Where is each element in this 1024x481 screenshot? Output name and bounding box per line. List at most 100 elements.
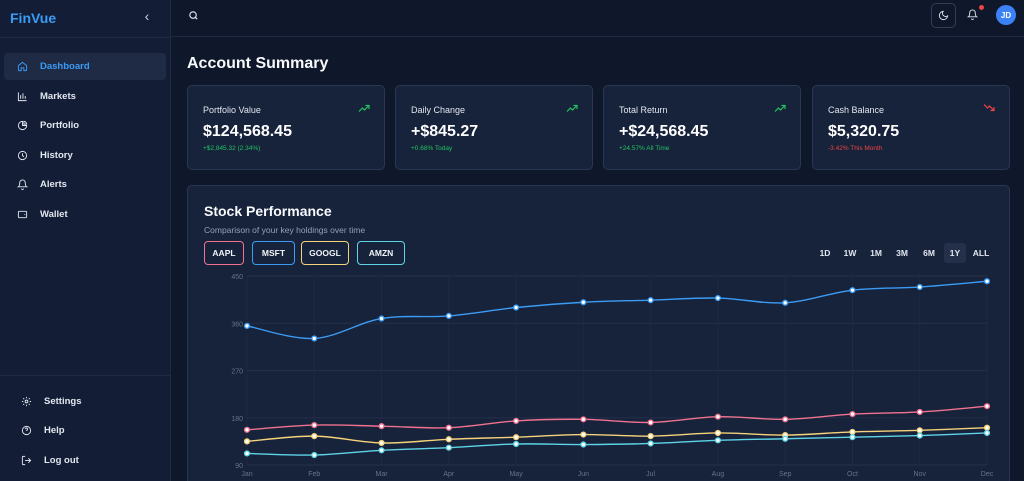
card-change: +0.68% Today — [411, 145, 453, 152]
data-point-msft — [243, 322, 251, 329]
range-button-1m[interactable]: 1M — [870, 248, 882, 258]
chart-title: Stock Performance — [204, 203, 332, 219]
data-point-aapl — [580, 416, 587, 423]
summary-card-cash-balance: Cash Balance $5,320.75 -3.42% This Month — [812, 85, 1010, 170]
summary-card-daily-change: Daily Change +$845.27 +0.68% Today — [395, 85, 593, 170]
data-point-amzn — [916, 432, 923, 439]
series-line-msft — [246, 280, 988, 340]
avatar[interactable]: JD — [996, 5, 1016, 25]
data-point-googl — [512, 434, 520, 441]
sidebar-item-history[interactable]: History — [4, 142, 166, 169]
trend-up-icon — [566, 104, 578, 112]
gear-icon — [18, 393, 34, 409]
ticker-toggle-msft[interactable]: MSFT — [252, 241, 295, 265]
search-icon — [189, 11, 198, 20]
data-point-aapl — [647, 419, 654, 426]
sidebar-item-label: Log out — [44, 454, 79, 466]
x-tick-label: Jul — [646, 471, 655, 478]
range-button-3m[interactable]: 3M — [896, 248, 908, 258]
notifications-button[interactable] — [966, 5, 984, 23]
topbar: JD — [171, 0, 1024, 37]
card-label: Daily Change — [411, 105, 466, 115]
sidebar-item-label: Portfolio — [40, 120, 80, 131]
data-point-aapl — [445, 424, 452, 431]
wallet-icon — [14, 206, 30, 222]
stock-performance-chart: 90 180 270 360 450 Jan Feb Mar Apr May Jun Jul Aug Se… — [231, 274, 994, 478]
sidebar-item-settings[interactable]: Settings — [12, 388, 162, 414]
data-point-msft — [983, 278, 991, 285]
sidebar-item-alerts[interactable]: Alerts — [4, 171, 166, 198]
x-tick-label: Feb — [308, 471, 320, 478]
data-point-aapl — [378, 423, 385, 430]
trend-up-icon — [358, 104, 370, 112]
range-button-1d[interactable]: 1D — [819, 248, 831, 258]
bell-icon — [966, 9, 979, 20]
data-point-googl — [311, 433, 318, 440]
card-label: Portfolio Value — [203, 105, 261, 115]
card-label: Cash Balance — [828, 105, 885, 115]
data-point-amzn — [243, 450, 251, 457]
x-tick-label: Jan — [241, 471, 252, 478]
search-button[interactable] — [188, 8, 202, 22]
data-point-amzn — [580, 441, 587, 448]
notification-badge — [979, 5, 984, 10]
x-tick-label: May — [509, 471, 523, 478]
sidebar-item-markets[interactable]: Markets — [4, 83, 166, 110]
summary-card-portfolio-value: Portfolio Value $124,568.45 +$2,845.32 (… — [187, 85, 385, 170]
card-change: -3.42% This Month — [828, 145, 883, 152]
x-tick-label: Apr — [443, 471, 455, 478]
home-icon — [14, 59, 30, 75]
sidebar-item-portfolio[interactable]: Portfolio — [4, 112, 166, 139]
data-point-googl — [445, 436, 452, 443]
sidebar-item-logout[interactable]: Log out — [12, 447, 162, 473]
sidebar-nav: Dashboard Markets Portfolio History Aler… — [4, 53, 166, 230]
range-button-all[interactable]: ALL — [972, 248, 990, 258]
data-point-amzn — [714, 437, 722, 444]
chart-subtitle: Comparison of your key holdings over tim… — [204, 225, 366, 235]
theme-toggle-button[interactable] — [931, 3, 956, 28]
data-point-msft — [849, 287, 856, 294]
bell-icon — [14, 177, 30, 193]
sidebar-item-dashboard[interactable]: Dashboard — [4, 53, 166, 80]
x-tick-label: Dec — [981, 471, 994, 478]
data-point-aapl — [782, 416, 789, 423]
card-value: +$24,568.45 — [619, 123, 709, 140]
logout-icon — [18, 452, 34, 468]
range-button-1y[interactable]: 1Y — [944, 243, 966, 263]
summary-card-total-return: Total Return +$24,568.45 +24.57% All Tim… — [603, 85, 801, 170]
data-point-msft — [916, 283, 923, 291]
data-point-msft — [512, 304, 520, 311]
data-point-aapl — [243, 426, 251, 433]
sidebar-item-label: Markets — [40, 90, 76, 102]
sidebar-item-help[interactable]: Help — [12, 418, 162, 444]
sidebar-item-label: Settings — [44, 395, 82, 407]
data-point-msft — [647, 297, 654, 304]
sidebar-item-wallet[interactable]: Wallet — [4, 201, 166, 228]
range-button-1w[interactable]: 1W — [843, 248, 857, 258]
divider — [0, 375, 171, 376]
data-point-amzn — [782, 435, 789, 442]
brand-logo[interactable]: FinVue — [10, 10, 57, 26]
card-value: $124,568.45 — [203, 123, 292, 140]
data-point-msft — [782, 299, 789, 306]
y-tick-label: 450 — [231, 274, 243, 281]
y-tick-label: 180 — [231, 416, 243, 423]
x-tick-label: Sep — [779, 471, 792, 478]
data-point-aapl — [916, 408, 923, 416]
ticker-toggle-amzn[interactable]: AMZN — [357, 241, 405, 265]
collapse-sidebar-button[interactable]: ‹ — [144, 8, 150, 24]
series-line-amzn — [246, 432, 988, 456]
data-point-amzn — [378, 447, 385, 454]
card-value: $5,320.75 — [828, 123, 900, 140]
ticker-toggle-aapl[interactable]: AAPL — [204, 241, 244, 265]
data-point-msft — [378, 315, 385, 322]
range-button-6m[interactable]: 6M — [923, 248, 935, 258]
ticker-toggle-googl[interactable]: GOOGL — [301, 241, 349, 265]
data-point-msft — [311, 335, 318, 342]
data-point-amzn — [647, 440, 654, 447]
y-tick-label: 90 — [235, 463, 243, 470]
bar-chart-icon — [14, 88, 30, 104]
sidebar-item-label: Help — [44, 425, 65, 436]
data-point-msft — [580, 299, 587, 306]
data-point-amzn — [983, 429, 991, 437]
